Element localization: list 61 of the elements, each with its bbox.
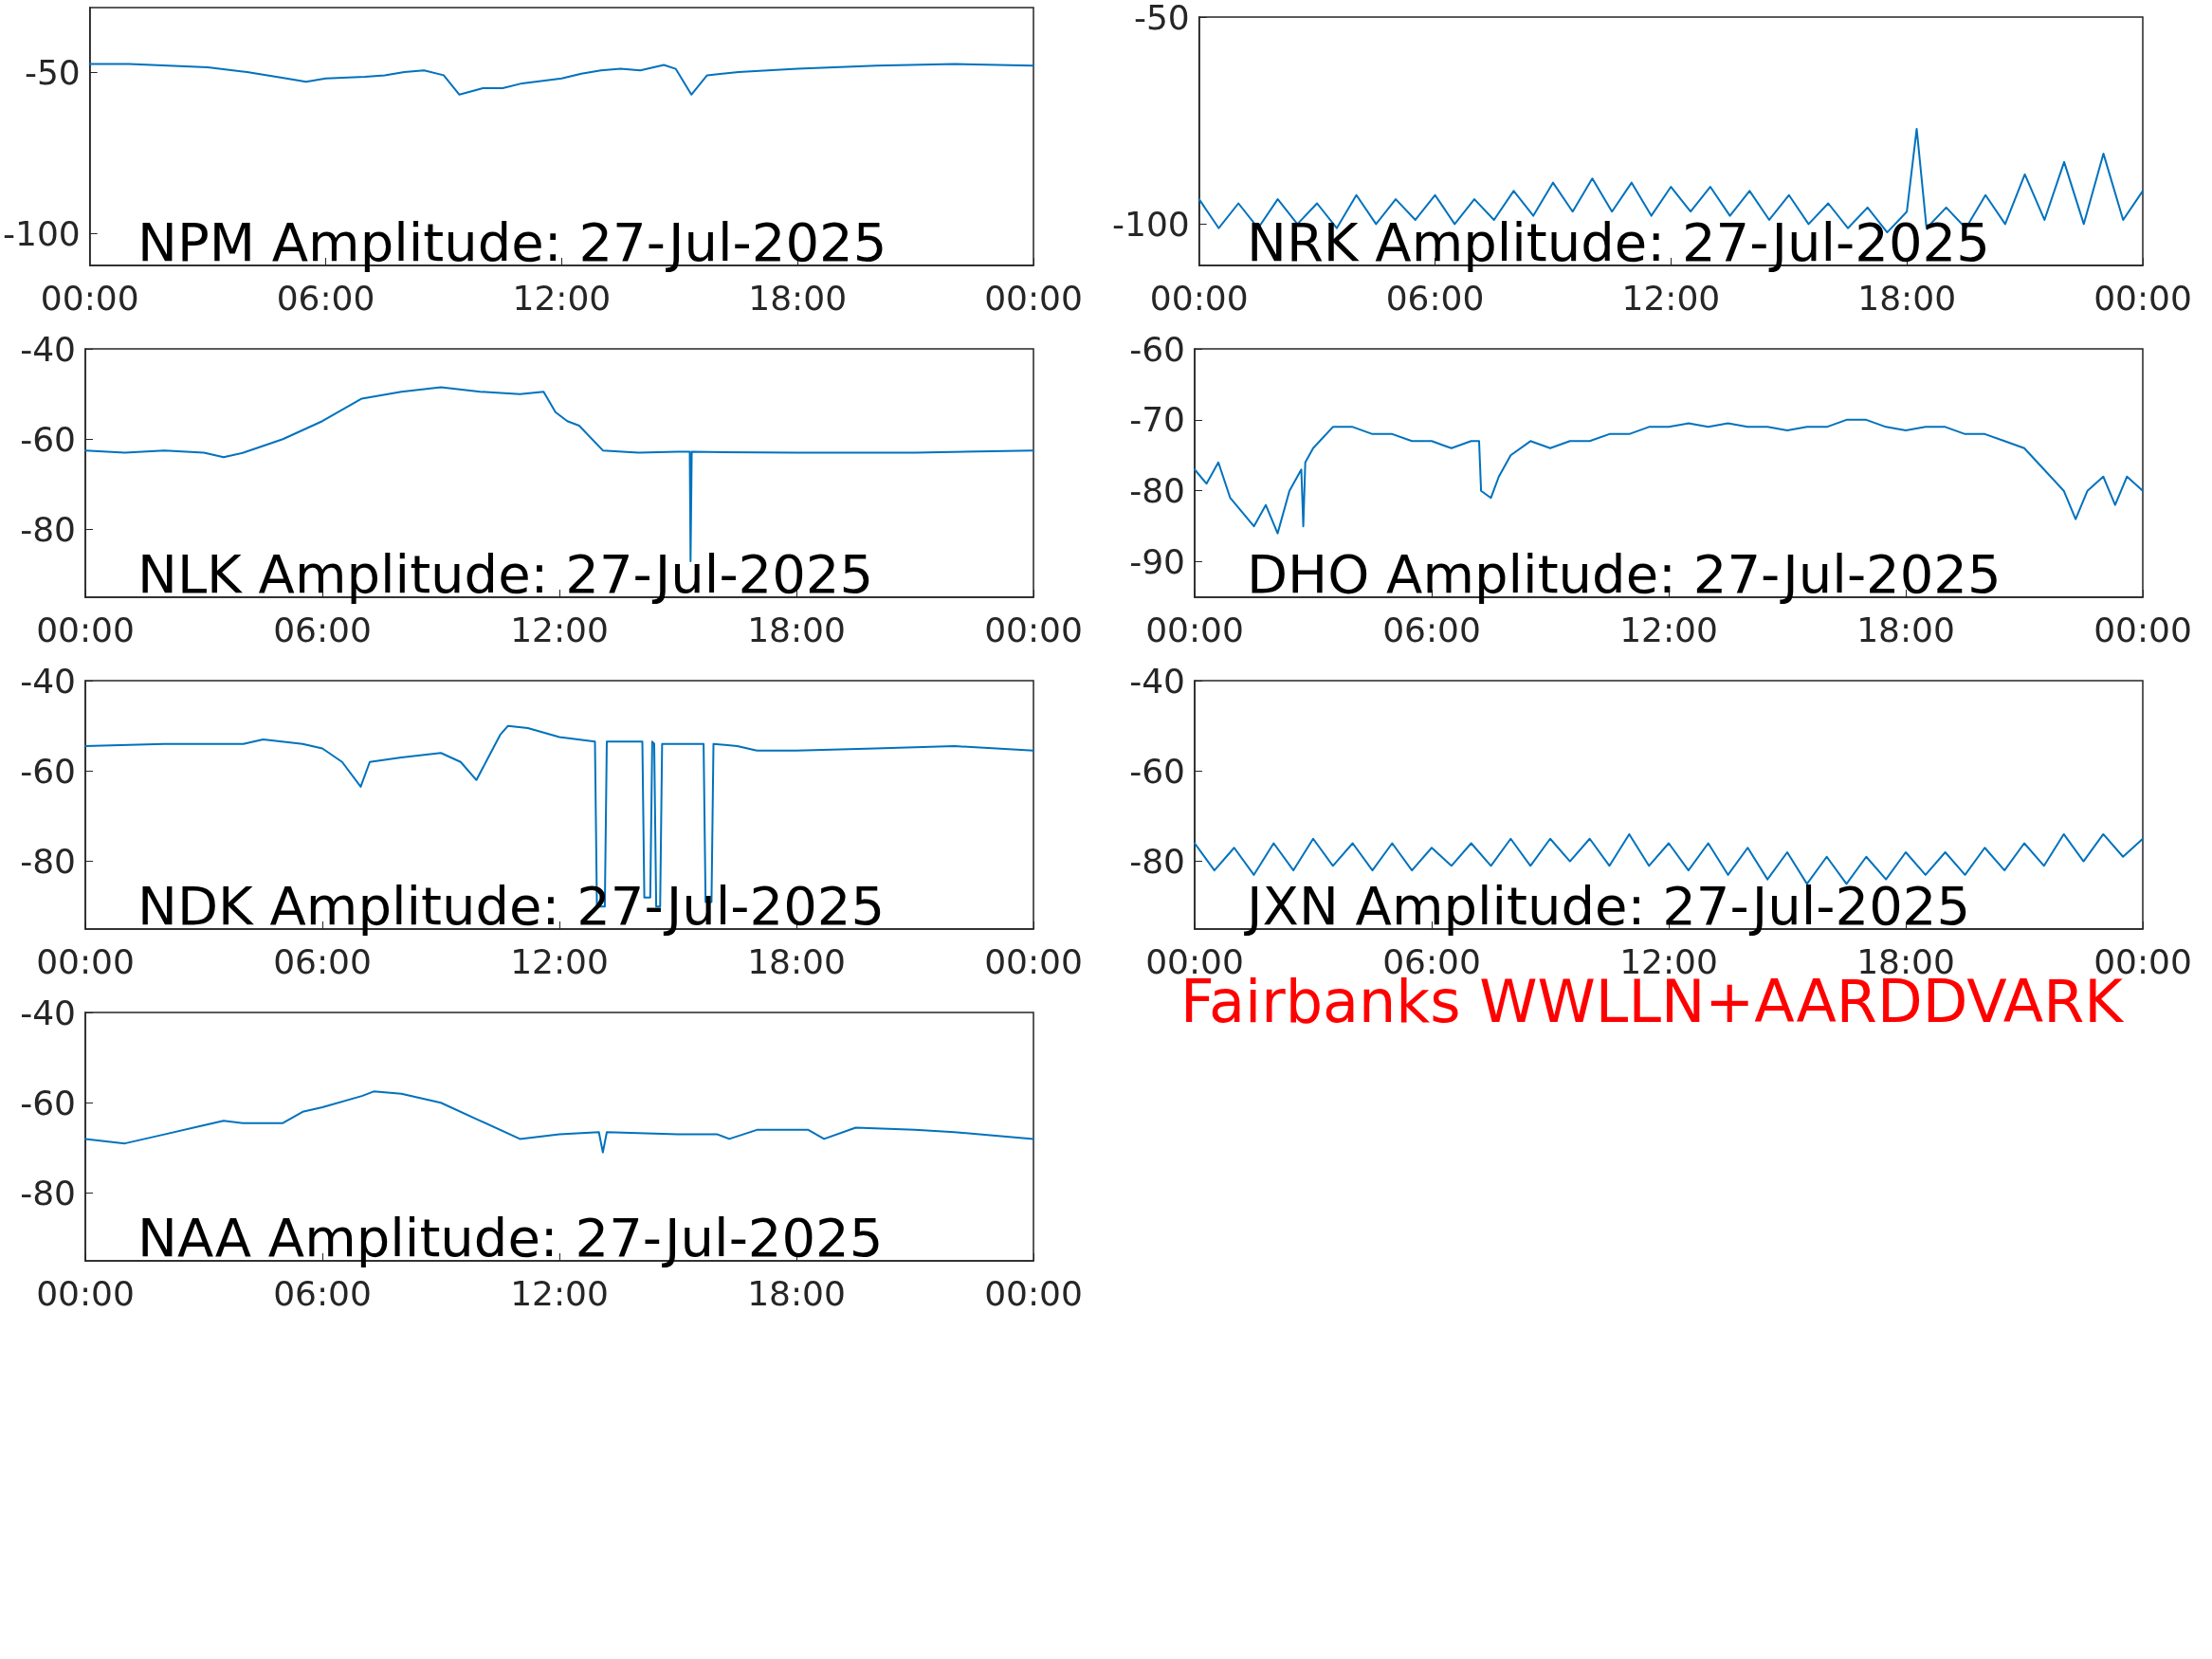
x-tick-label: 18:00 [1857,278,1957,318]
x-tick-label: 06:00 [273,610,372,649]
text: NDK Amplitude: 27-Jul-2025 [137,874,886,937]
y-tick-label: -60 [20,1083,76,1122]
text: NRK Amplitude: 27-Jul-2025 [1247,210,1990,273]
x-tick-label: 00:00 [36,610,135,649]
x-tick-label: 12:00 [510,610,609,649]
text: NAA Amplitude: 27-Jul-2025 [137,1206,884,1268]
x-tick-label: 12:00 [510,1273,609,1313]
x-tick-label: 18:00 [1856,610,1955,649]
y-tick-label: -40 [20,993,76,1032]
y-tick-label: -60 [20,419,76,459]
y-tick-label: -80 [20,510,76,550]
text: JXN Amplitude: 27-Jul-2025 [1244,874,1971,937]
y-tick-label: -80 [20,1174,76,1213]
text: NLK Amplitude: 27-Jul-2025 [137,542,874,605]
x-tick-label: 12:00 [512,278,612,318]
x-tick-label: 12:00 [1621,278,1721,318]
y-tick-label: -60 [1129,751,1185,791]
x-tick-label: 06:00 [276,278,375,318]
line-series [1194,418,2144,535]
y-tick-label: -90 [1129,542,1185,582]
y-tick-label: -50 [24,52,81,92]
y-tick-label: -70 [1129,400,1185,440]
y-tick-label: -40 [20,661,76,701]
x-tick-label: 00:00 [984,610,1083,649]
line-series [88,63,1034,96]
y-tick-label: -40 [20,329,76,369]
x-tick-label: 00:00 [1149,278,1249,318]
y-tick-label: -100 [1112,204,1190,244]
x-tick-label: 00:00 [2093,278,2192,318]
y-tick-label: -80 [1129,842,1185,882]
x-tick-label: 00:00 [1145,610,1244,649]
x-tick-label: 18:00 [747,1273,846,1313]
x-tick-label: 18:00 [748,278,848,318]
y-tick-label: -80 [1129,471,1185,511]
text: DHO Amplitude: 27-Jul-2025 [1247,542,2002,605]
x-tick-label: 06:00 [273,941,372,981]
x-tick-label: 06:00 [1382,610,1481,649]
y-tick-label: -50 [1133,0,1190,37]
x-tick-label: 18:00 [747,941,846,981]
y-tick-label: -40 [1129,661,1185,701]
x-tick-label: 00:00 [984,1273,1083,1313]
x-tick-label: 00:00 [36,1273,135,1313]
x-tick-label: 18:00 [747,610,846,649]
y-tick-label: -60 [1129,329,1185,369]
x-tick-label: 00:00 [36,941,135,981]
line-series [84,1090,1034,1154]
x-tick-label: 00:00 [2093,610,2192,649]
x-tick-label: 00:00 [984,278,1083,318]
x-tick-label: 06:00 [273,1273,372,1313]
y-tick-label: -60 [20,751,76,791]
x-tick-label: 06:00 [1385,278,1485,318]
text: NPM Amplitude: 27-Jul-2025 [137,210,887,273]
line-series [1194,832,2144,885]
x-tick-label: 12:00 [1619,610,1718,649]
x-tick-label: 00:00 [40,278,139,318]
x-tick-label: 00:00 [984,941,1083,981]
y-tick-label: -80 [20,842,76,882]
x-tick-label: 12:00 [510,941,609,981]
y-tick-label: -100 [3,213,81,253]
